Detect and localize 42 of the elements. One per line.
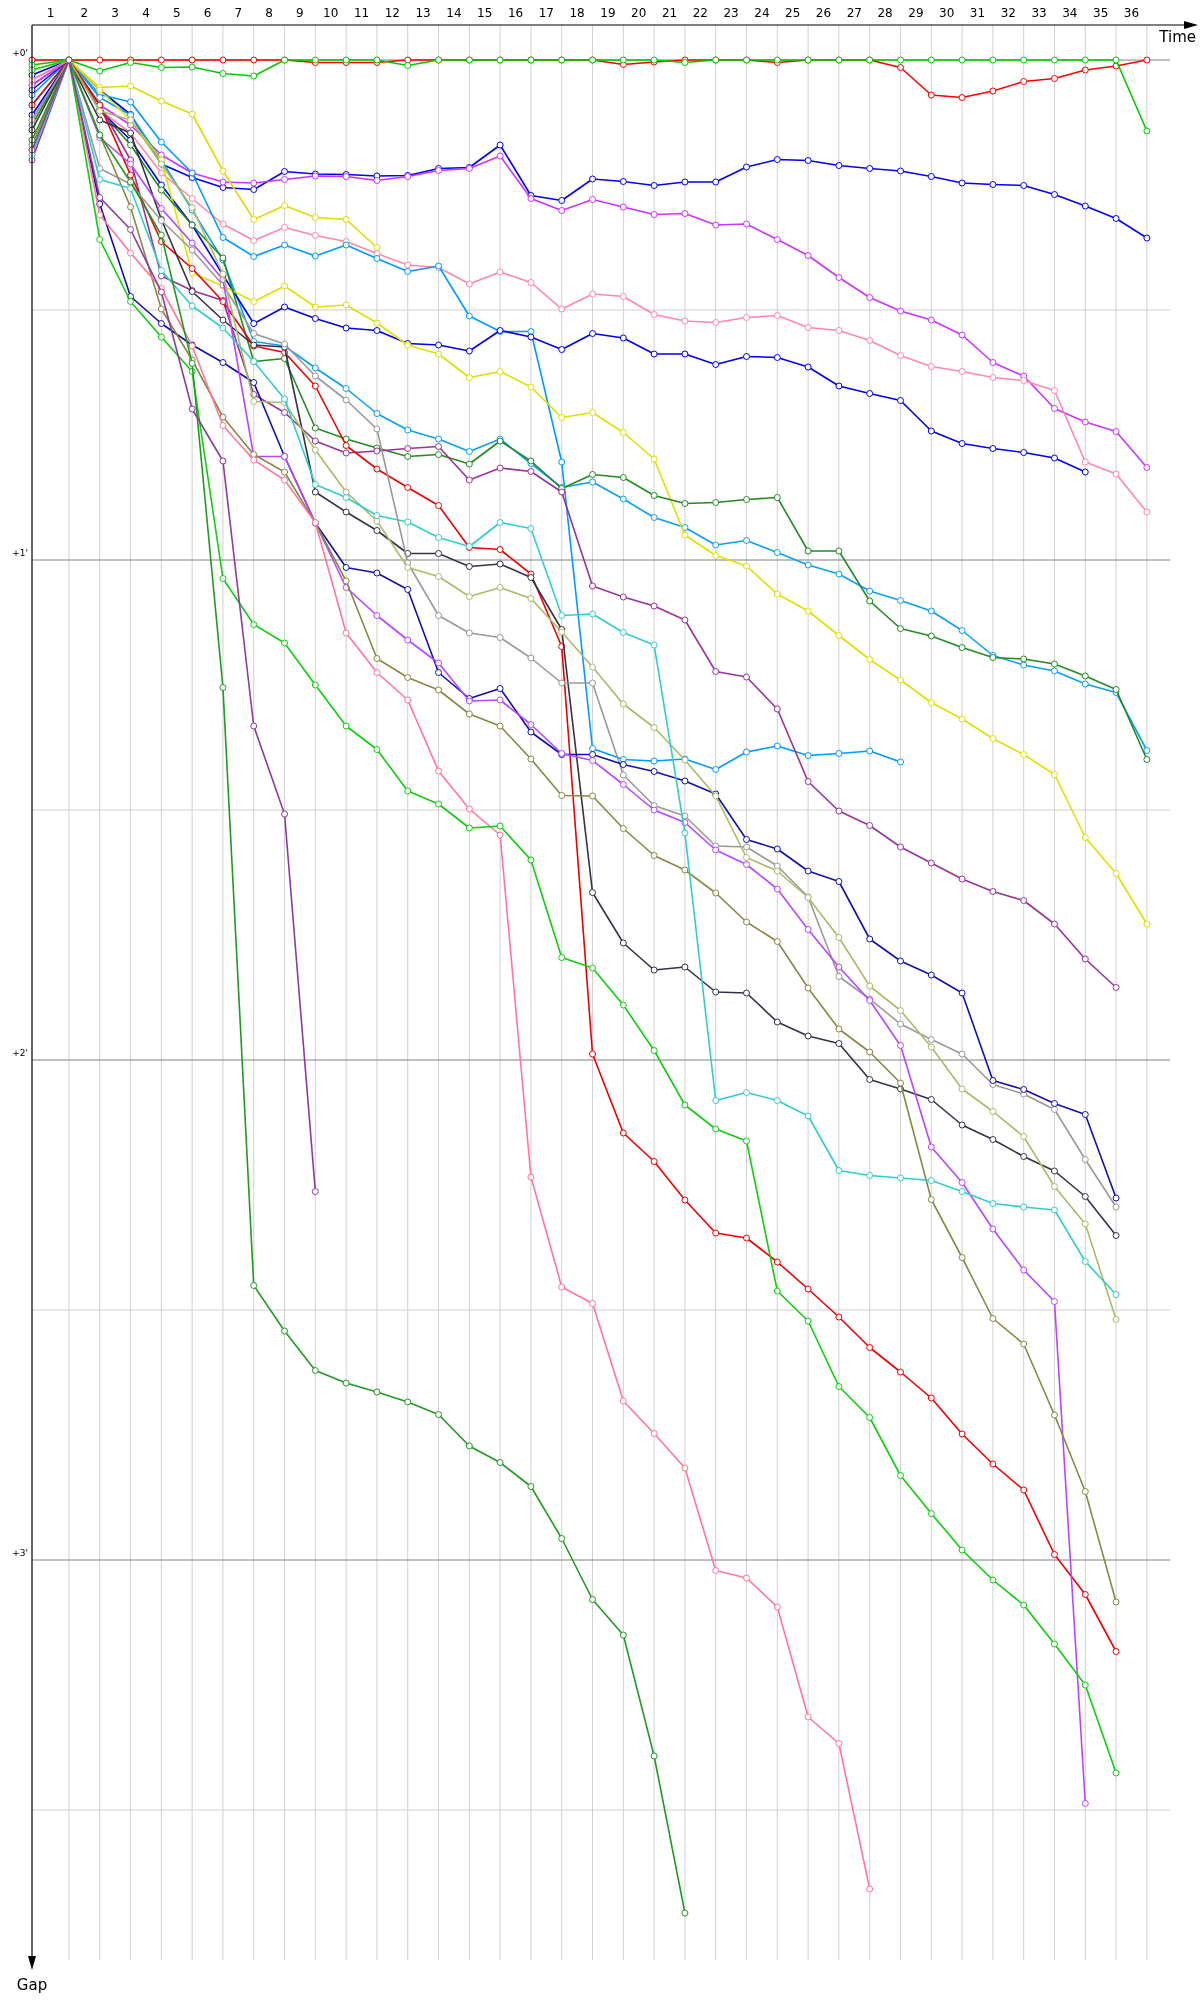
x-axis-title: Time bbox=[1158, 28, 1196, 46]
x-tick-label: 20 bbox=[631, 6, 647, 20]
x-tick-label: 32 bbox=[1000, 6, 1016, 20]
x-tick-label: 27 bbox=[846, 6, 862, 20]
x-tick-label: 1 bbox=[46, 6, 55, 20]
y-tick-label: +0' bbox=[12, 48, 28, 58]
x-tick-label: 31 bbox=[969, 6, 986, 20]
x-tick-label: 8 bbox=[265, 6, 273, 20]
y-tick-label: +1' bbox=[12, 548, 28, 558]
x-tick-label: 33 bbox=[1031, 6, 1047, 20]
x-tick-label: 29 bbox=[908, 6, 924, 20]
x-tick-label: 34 bbox=[1062, 6, 1078, 20]
x-tick-label: 7 bbox=[234, 6, 243, 20]
y-tick-label: +2' bbox=[12, 1048, 28, 1058]
x-tick-label: 19 bbox=[600, 6, 616, 20]
x-tick-label: 28 bbox=[877, 6, 893, 20]
x-tick-label: 26 bbox=[815, 6, 832, 20]
x-tick-label: 9 bbox=[296, 6, 304, 20]
x-tick-label: 23 bbox=[723, 6, 739, 20]
x-tick-label: 10 bbox=[323, 6, 339, 20]
y-axis-title: Gap bbox=[16, 1976, 48, 1994]
x-tick-label: 35 bbox=[1093, 6, 1109, 20]
y-tick-label: +3' bbox=[12, 1548, 28, 1558]
x-tick-label: 15 bbox=[477, 6, 493, 20]
x-tick-label: 13 bbox=[415, 6, 431, 20]
x-tick-label: 30 bbox=[939, 6, 955, 20]
x-tick-label: 5 bbox=[172, 6, 181, 20]
x-tick-label: 18 bbox=[569, 6, 585, 20]
x-tick-label: 14 bbox=[446, 6, 462, 20]
x-tick-label: 36 bbox=[1123, 6, 1140, 20]
x-tick-label: 3 bbox=[111, 6, 119, 20]
x-tick-label: 21 bbox=[661, 6, 678, 20]
x-tick-label: 4 bbox=[142, 6, 150, 20]
x-tick-label: 17 bbox=[538, 6, 554, 20]
x-tick-label: 22 bbox=[692, 6, 708, 20]
x-tick-label: 12 bbox=[384, 6, 400, 20]
x-tick-label: 6 bbox=[203, 6, 212, 20]
x-tick-label: 24 bbox=[754, 6, 770, 20]
x-tick-label: 11 bbox=[353, 6, 370, 20]
x-tick-label: 2 bbox=[80, 6, 89, 20]
x-tick-label: 16 bbox=[507, 6, 524, 20]
x-tick-label: 25 bbox=[785, 6, 801, 20]
